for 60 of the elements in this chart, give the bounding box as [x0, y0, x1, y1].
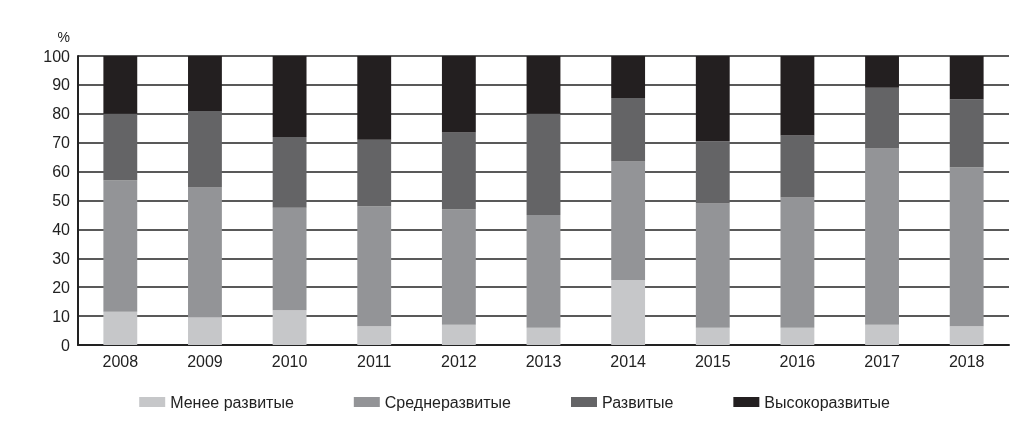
y-tick-label: 100 — [43, 47, 71, 65]
x-tick-label: 2016 — [779, 352, 816, 370]
bar — [103, 180, 138, 312]
y-tick-label: 0 — [61, 336, 71, 354]
bar — [611, 97, 646, 162]
bar — [949, 99, 984, 168]
legend-label: Среднеразвитые — [384, 393, 512, 411]
bar — [780, 327, 815, 345]
bar — [695, 141, 730, 204]
bar — [611, 279, 646, 345]
y-tick-label: 80 — [52, 105, 71, 123]
x-tick-label: 2009 — [187, 352, 223, 370]
bar — [103, 311, 138, 345]
bar — [780, 197, 815, 328]
bar — [865, 324, 899, 345]
bar — [865, 87, 899, 149]
bar — [272, 136, 307, 208]
bar — [272, 310, 307, 345]
bar — [526, 113, 561, 215]
x-tick-label: 2017 — [864, 352, 900, 370]
x-tick-label: 2010 — [271, 352, 308, 370]
bar — [695, 327, 730, 345]
bar — [695, 203, 730, 328]
bar — [357, 139, 392, 207]
y-tick-label: 40 — [52, 220, 71, 238]
y-tick-label: 50 — [52, 192, 71, 209]
legend-label: Менее развитые — [170, 393, 294, 411]
bar — [611, 161, 646, 280]
y-tick-label: 20 — [52, 278, 71, 296]
x-tick-label: 2008 — [102, 352, 139, 370]
x-tick-label: 2012 — [441, 352, 477, 370]
legend-label: Развитые — [601, 393, 674, 411]
y-tick-label: 90 — [52, 76, 71, 94]
bar — [949, 326, 984, 345]
bar — [780, 135, 815, 198]
bar — [357, 326, 392, 345]
y-tick-label: 10 — [52, 307, 71, 325]
y-axis-title: % — [57, 29, 70, 45]
x-tick-label: 2015 — [694, 352, 731, 370]
bar — [188, 187, 222, 318]
bar — [949, 167, 984, 327]
bar — [526, 214, 561, 328]
y-tick-label: 30 — [52, 249, 71, 267]
x-tick-label: 2013 — [525, 352, 562, 370]
x-tick-label: 2011 — [357, 352, 392, 370]
bar — [441, 132, 476, 210]
bar — [272, 207, 307, 311]
bar — [865, 148, 899, 325]
bar — [103, 113, 138, 181]
bar — [188, 110, 222, 188]
bar — [526, 327, 561, 345]
y-tick-label: 60 — [52, 163, 71, 181]
bar — [188, 317, 222, 345]
bar — [441, 324, 476, 345]
x-tick-label: 2018 — [948, 352, 985, 370]
bar — [441, 209, 476, 325]
x-tick-label: 2014 — [610, 352, 647, 370]
legend-label: Высокоразвитые — [764, 393, 890, 411]
y-tick-label: 70 — [52, 134, 71, 152]
bar — [357, 206, 392, 327]
